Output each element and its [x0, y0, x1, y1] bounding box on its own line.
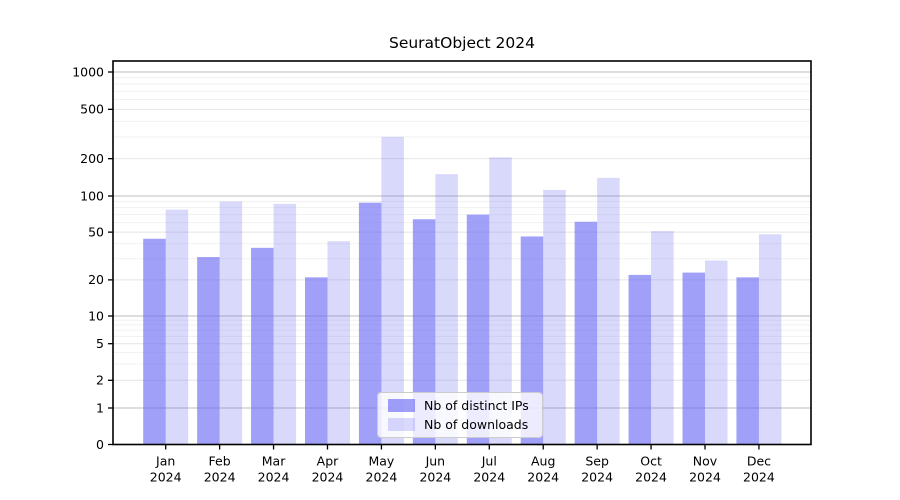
plot-border — [112, 60, 812, 446]
y-tick-label: 1000 — [72, 64, 104, 79]
bar-downloads-aug — [543, 189, 566, 445]
x-tick-label-year: 2024 — [743, 470, 775, 485]
bar-downloads-oct — [651, 231, 674, 445]
x-tick-label-year: 2024 — [473, 470, 505, 485]
bar-distinct-ips-may — [358, 202, 382, 445]
x-tick-label-year: 2024 — [527, 470, 559, 485]
y-tick-label: 50 — [88, 224, 104, 239]
bar-distinct-ips-dec — [736, 277, 759, 445]
bar-downloads-jun — [435, 174, 458, 445]
x-tick-label-year: 2024 — [312, 470, 344, 485]
y-tick-label: 5 — [96, 336, 104, 351]
x-tick-label-year: 2024 — [689, 470, 721, 485]
x-tick-label-month: Dec — [747, 454, 771, 469]
bar-distinct-ips-sep — [574, 221, 598, 445]
legend: Nb of distinct IPs Nb of downloads — [377, 392, 543, 438]
x-tick-label-month: May — [368, 454, 394, 469]
x-tick-label-month: Aug — [531, 454, 555, 469]
y-tick-label: 100 — [80, 188, 104, 203]
legend-swatch-downloads — [388, 418, 415, 431]
x-tick-label-year: 2024 — [366, 470, 398, 485]
legend-label-distinct-ips: Nb of distinct IPs — [424, 398, 529, 413]
bar-distinct-ips-jul — [466, 214, 490, 445]
x-tick-label-year: 2024 — [204, 470, 236, 485]
bar-downloads-mar — [273, 203, 297, 445]
y-tick-label: 10 — [88, 308, 104, 323]
y-tick-label: 2 — [96, 373, 104, 388]
bar-downloads-jul — [489, 157, 512, 445]
bar-downloads-feb — [219, 201, 243, 445]
bar-downloads-apr — [327, 241, 350, 445]
bar-distinct-ips-feb — [197, 257, 220, 445]
x-tick-label-year: 2024 — [419, 470, 451, 485]
bar-downloads-nov — [705, 260, 728, 445]
bar-distinct-ips-oct — [628, 274, 652, 445]
bar-distinct-ips-jan — [143, 238, 166, 445]
x-tick-label-month: Jul — [481, 454, 497, 469]
bar-distinct-ips-mar — [251, 247, 274, 445]
legend-item-downloads: Nb of downloads — [378, 417, 542, 432]
x-tick-label-year: 2024 — [581, 470, 613, 485]
x-tick-label-month: Mar — [262, 454, 286, 469]
y-tick-label: 1 — [96, 400, 104, 415]
legend-swatch-distinct-ips — [388, 399, 415, 412]
bar-downloads-jan — [165, 209, 189, 445]
x-tick-label-year: 2024 — [150, 470, 182, 485]
y-tick-label: 200 — [80, 151, 104, 166]
x-tick-label-month: Jun — [425, 454, 446, 469]
chart-title: SeuratObject 2024 — [388, 34, 535, 52]
x-tick-label-year: 2024 — [258, 470, 290, 485]
y-tick-label: 20 — [88, 272, 104, 287]
legend-label-downloads: Nb of downloads — [424, 417, 529, 432]
x-tick-label-month: Sep — [585, 454, 609, 469]
x-tick-label-month: Apr — [317, 454, 339, 469]
bar-distinct-ips-nov — [682, 272, 705, 445]
bar-downloads-may — [381, 136, 404, 445]
x-tick-label-month: Nov — [693, 454, 718, 469]
x-tick-label-month: Feb — [209, 454, 231, 469]
y-tick-label: 500 — [80, 102, 104, 117]
x-tick-label-month: Jan — [155, 454, 175, 469]
bar-downloads-sep — [597, 177, 620, 445]
x-tick-label-year: 2024 — [635, 470, 667, 485]
x-tick-label-month: Oct — [640, 454, 662, 469]
y-tick-label: 0 — [96, 437, 104, 452]
legend-item-distinct-ips: Nb of distinct IPs — [378, 398, 542, 413]
bar-downloads-dec — [758, 234, 782, 445]
bar-distinct-ips-apr — [304, 277, 328, 445]
bar-distinct-ips-jun — [412, 219, 436, 445]
